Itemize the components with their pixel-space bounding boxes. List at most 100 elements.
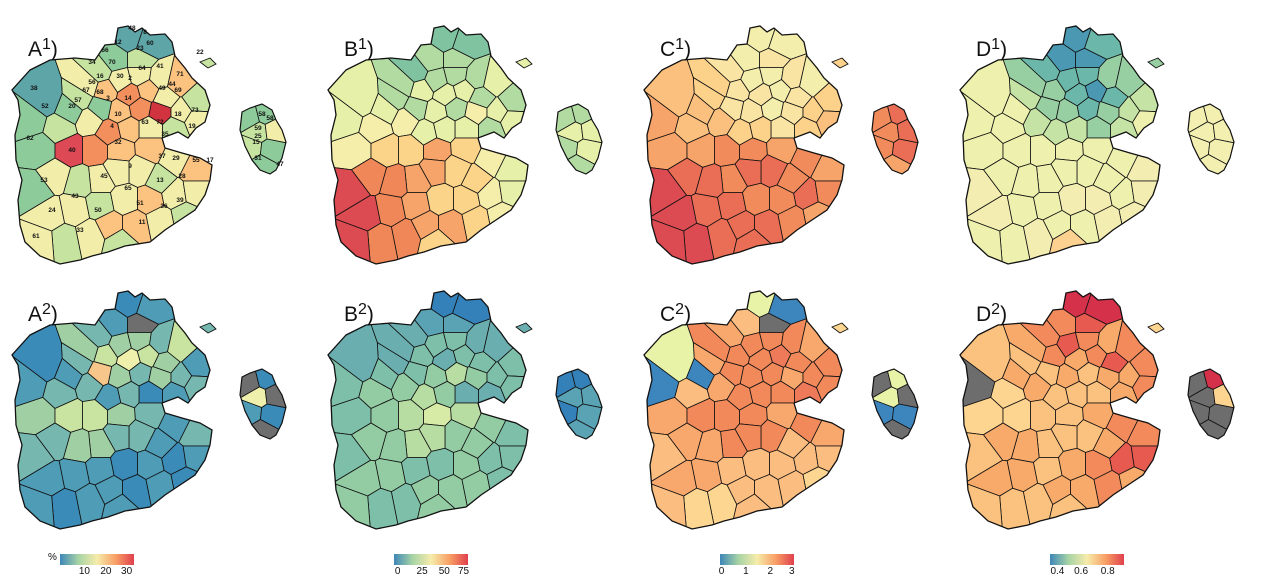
- region-cell: [1130, 445, 1160, 487]
- legend-gradient-bar: [1050, 554, 1124, 565]
- region-cell: [328, 26, 379, 118]
- region-number-label: 72: [156, 119, 164, 126]
- region-cell: [1147, 322, 1165, 334]
- region-number-label: 11: [139, 219, 146, 226]
- map-panel-d2: D2): [948, 285, 1264, 555]
- panel-letter: D: [976, 38, 992, 61]
- region-cell: [999, 487, 1035, 529]
- color-legend-a: % 10 20 30: [40, 550, 180, 577]
- region-number-label: 22: [196, 49, 204, 56]
- region-cell: [1126, 144, 1160, 182]
- region-number-label: 40: [68, 147, 76, 154]
- panel-superscript: 1: [42, 36, 51, 53]
- color-legend-b: 0 25 50 75: [374, 550, 514, 577]
- region-cell: [683, 222, 719, 264]
- region-number-label: 13: [156, 177, 164, 184]
- map-panel-a1: 48 8 60 12 22 23 66 70 34 16 41 71 64 56 58 67 57 68 2 49 69…: [0, 20, 316, 290]
- map-panel-d1: D1): [948, 20, 1264, 290]
- region-number-label: 16: [96, 73, 104, 80]
- panel-paren: ): [1000, 303, 1008, 326]
- region-cell: [683, 487, 719, 529]
- region-number-label: 45: [100, 173, 108, 180]
- panel-superscript: 2: [42, 301, 51, 318]
- panel-letter: A: [28, 303, 43, 326]
- region-cell: [556, 419, 602, 439]
- region-number-label: 58: [258, 111, 266, 118]
- panel-superscript: 2: [358, 301, 367, 318]
- region-cell: [494, 144, 528, 182]
- region-number-label: 3: [106, 95, 110, 102]
- region-number-label: 37: [158, 153, 166, 160]
- map-panel-a2: A2): [0, 285, 316, 555]
- region-number-label: 23: [136, 45, 144, 52]
- region-cell: [999, 222, 1035, 264]
- region-number-label: 66: [101, 47, 109, 54]
- region-number-label: 43: [71, 193, 79, 200]
- region-number-label: 17: [206, 157, 214, 164]
- panel-paren: ): [684, 303, 692, 326]
- region-number-label: 32: [114, 139, 122, 146]
- region-cell: [486, 201, 528, 264]
- map-panel-c1: C1): [632, 20, 948, 290]
- region-number-label: 10: [114, 111, 122, 118]
- region-number-label: 15: [252, 139, 260, 146]
- region-cell: [831, 57, 849, 69]
- region-cell: [367, 222, 403, 264]
- region-cell: [1118, 201, 1160, 264]
- region-number-label: 28: [178, 173, 186, 180]
- region-cell: [182, 445, 212, 487]
- panel-label: B2): [344, 301, 374, 327]
- region-number-label: 53: [40, 177, 48, 184]
- region-number-label: 61: [32, 233, 40, 240]
- region-number-label: 39: [176, 197, 184, 204]
- region-number-label: 59: [254, 125, 262, 132]
- panel-label: A2): [28, 301, 58, 327]
- region-number-label: 47: [276, 161, 284, 168]
- region-number-label: 33: [76, 227, 84, 234]
- region-number-label: 2: [128, 75, 132, 82]
- panel-label: A1): [28, 36, 58, 62]
- region-number-label: 12: [114, 39, 122, 46]
- region-number-label: 55: [192, 157, 200, 164]
- region-cell: [814, 180, 844, 222]
- region-cell: [51, 487, 87, 529]
- panel-label: D2): [976, 301, 1008, 327]
- region-cell: [178, 409, 212, 447]
- region-cell: [136, 291, 212, 325]
- region-number-label: 57: [74, 97, 82, 104]
- region-number-label: 18: [174, 111, 182, 118]
- region-number-label: 65: [124, 185, 132, 192]
- region-number-label: 20: [68, 103, 76, 110]
- region-number-label: 31: [254, 155, 262, 162]
- region-number-label: 35: [161, 131, 169, 138]
- region-cell: [494, 409, 528, 447]
- map-svg: [327, 25, 603, 265]
- region-cell: [960, 291, 1011, 383]
- map-svg: [327, 290, 603, 530]
- panel-letter: B: [344, 38, 359, 61]
- region-number-label: 51: [136, 200, 144, 207]
- map-svg: [643, 290, 919, 530]
- region-cell: [498, 445, 528, 487]
- region-number-label: 48: [128, 25, 136, 32]
- region-cell: [170, 466, 212, 529]
- panel-paren: ): [50, 38, 58, 61]
- map-panel-b1: B1): [316, 20, 632, 290]
- region-cell: [182, 180, 212, 222]
- region-number-label: 24: [48, 207, 56, 214]
- region-cell: [810, 144, 844, 182]
- region-cell: [1188, 419, 1234, 439]
- region-cell: [810, 409, 844, 447]
- region-cell: [831, 322, 849, 334]
- region-number-label: 70: [108, 59, 116, 66]
- region-number-label: 62: [26, 135, 34, 142]
- region-cell: [1130, 180, 1160, 222]
- region-number-label: 44: [168, 81, 176, 88]
- region-number-label: 60: [146, 40, 154, 47]
- region-number-label: 41: [156, 63, 164, 70]
- region-cell: [199, 57, 217, 69]
- panel-paren: ): [684, 38, 692, 61]
- region-number-label: 9: [128, 163, 132, 170]
- panel-superscript: 1: [991, 36, 1001, 53]
